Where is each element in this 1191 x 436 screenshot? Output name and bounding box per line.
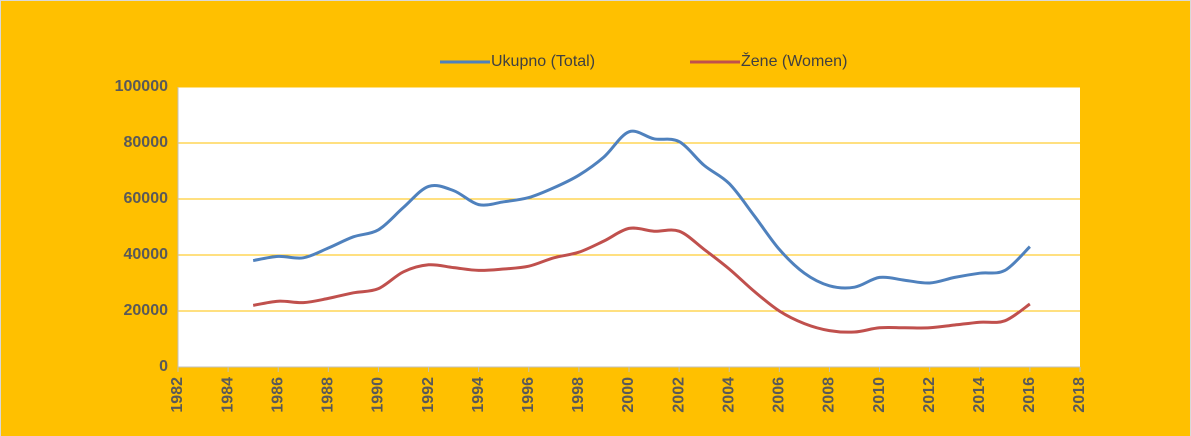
- x-tick-label: 1994: [470, 377, 487, 413]
- y-tick-label: 0: [159, 358, 168, 375]
- x-tick-label: 1998: [570, 377, 587, 413]
- line-series: [252, 129, 1031, 290]
- x-tick-label: 2014: [971, 377, 988, 413]
- x-tick-label: 1992: [420, 377, 437, 413]
- x-tick-label: 2008: [821, 377, 838, 413]
- y-tick-label: 80000: [124, 134, 169, 151]
- x-tick-label: 2000: [620, 377, 637, 413]
- y-tick-label: 40000: [124, 246, 169, 263]
- x-tick-label: 1988: [320, 377, 337, 413]
- x-tick-label: 1990: [370, 377, 387, 413]
- x-tick-label: 2012: [921, 377, 938, 413]
- x-tick-label: 2002: [670, 377, 687, 413]
- y-tick-label: 100000: [115, 78, 168, 95]
- x-tick-label: 2010: [871, 377, 888, 413]
- x-tick-label: 1986: [269, 377, 286, 413]
- x-tick-label: 2016: [1021, 377, 1038, 413]
- legend-label: Žene (Women): [741, 51, 847, 70]
- x-tick-label: 2006: [771, 377, 788, 413]
- x-tick-label: 1982: [169, 377, 186, 413]
- y-tick-label: 20000: [124, 302, 169, 319]
- x-tick-label: 1984: [219, 377, 236, 413]
- legend-label: Ukupno (Total): [491, 53, 595, 70]
- y-tick-label: 60000: [124, 190, 169, 207]
- x-tick-label: 2004: [720, 377, 737, 413]
- x-tick-label: 1996: [520, 377, 537, 413]
- line-series: [252, 226, 1031, 334]
- x-tick-label: 2018: [1071, 377, 1088, 413]
